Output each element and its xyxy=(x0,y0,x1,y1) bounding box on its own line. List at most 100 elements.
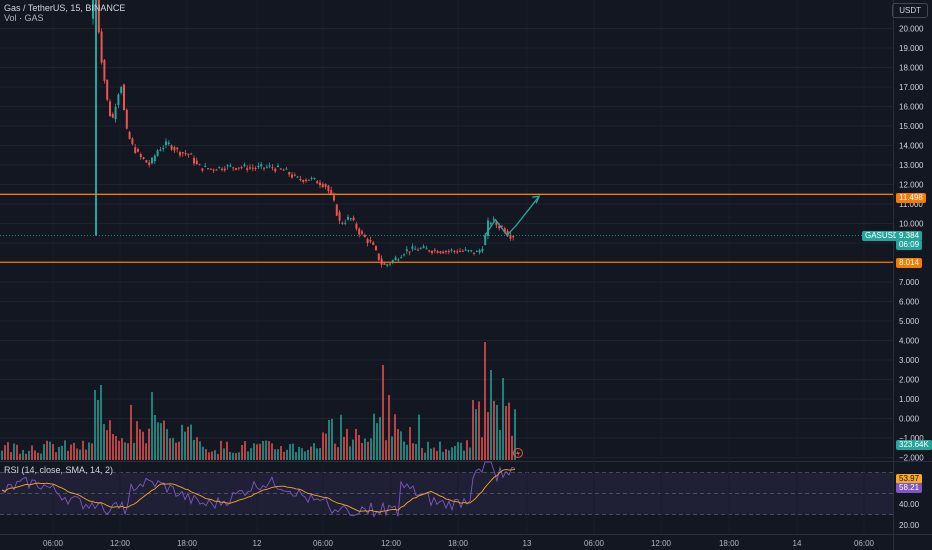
volume-bar xyxy=(220,440,222,460)
candle-body xyxy=(103,59,106,81)
candle-body xyxy=(310,177,313,179)
price-tick-label: 11.000 xyxy=(899,200,923,209)
volume-bar xyxy=(151,392,153,460)
volume-bar xyxy=(46,440,48,460)
volume-bar xyxy=(319,448,321,460)
candle-body xyxy=(277,165,279,167)
candle-body xyxy=(187,153,190,155)
volume-bar xyxy=(49,441,51,460)
candle-body xyxy=(459,250,461,252)
symbol-legend[interactable]: Gas / TetherUS, 15, BINANCE xyxy=(4,3,126,13)
price-tick-label: 19.000 xyxy=(899,44,924,53)
projection-arrowhead xyxy=(532,195,541,204)
projection-path[interactable] xyxy=(483,195,540,238)
candle-body xyxy=(464,249,467,251)
volume-bar xyxy=(121,438,123,460)
candle-body xyxy=(282,169,285,171)
candle-body xyxy=(170,145,173,150)
volume-bar xyxy=(256,444,258,460)
candle-body xyxy=(450,249,453,251)
volume-bar xyxy=(199,441,201,460)
candle-body xyxy=(288,172,291,175)
volume-bar xyxy=(430,448,432,460)
candle-body xyxy=(425,248,428,250)
time-tick-label: 12:00 xyxy=(651,539,672,548)
candle-body xyxy=(117,94,120,105)
volume-bar xyxy=(70,444,72,460)
volume-bar xyxy=(379,417,381,460)
time-tick-label: 13 xyxy=(523,539,532,548)
candle-body xyxy=(383,263,386,265)
candle-body xyxy=(375,246,377,251)
volume-bar xyxy=(94,390,96,460)
volume-bar xyxy=(373,413,375,460)
volume-bar xyxy=(274,449,276,460)
candle-body xyxy=(209,168,212,170)
currency-button[interactable]: USDT xyxy=(892,3,928,18)
resistance-price-badge: 11.498 xyxy=(896,193,926,203)
candle-body xyxy=(223,168,226,171)
candle-body xyxy=(279,168,282,170)
candle-body xyxy=(305,179,307,181)
volume-bar xyxy=(328,420,330,460)
volume-bar xyxy=(454,445,456,460)
price-tick-label: 0.000 xyxy=(899,415,920,424)
candle-body xyxy=(274,168,277,172)
candle-body xyxy=(145,160,148,163)
volume-bar xyxy=(415,443,417,460)
volume-bar xyxy=(241,445,243,460)
candle-body xyxy=(377,253,380,260)
volume-bar xyxy=(238,452,240,460)
volume-bar xyxy=(91,443,93,460)
volume-bar xyxy=(268,440,270,460)
candle-body xyxy=(257,165,260,168)
candle-body xyxy=(268,165,271,167)
volume-bar xyxy=(202,446,204,460)
candle-body xyxy=(97,0,100,33)
volume-bar xyxy=(343,436,345,460)
volume-bar xyxy=(13,443,15,460)
volume-bar xyxy=(364,438,366,460)
volume-bar xyxy=(133,443,135,460)
volume-bar xyxy=(316,448,318,460)
volume-bar xyxy=(178,441,180,460)
candle-body xyxy=(111,114,114,118)
price-tick-label: −1.000 xyxy=(899,434,924,443)
candle-body xyxy=(408,251,411,253)
candle-body xyxy=(442,251,445,254)
rsi-legend[interactable]: RSI (14, close, SMA, 14, 2) xyxy=(4,465,114,475)
candle-body xyxy=(125,109,128,129)
candle-body xyxy=(313,177,316,179)
price-tick-label: 18.000 xyxy=(899,64,924,73)
volume-bar xyxy=(478,401,480,460)
candle-body xyxy=(165,141,167,146)
candle-body xyxy=(461,250,464,252)
volume-bar xyxy=(169,438,171,460)
volume-bar xyxy=(289,444,291,460)
volume-bar xyxy=(502,378,504,460)
candle-body xyxy=(215,169,218,171)
volume-bar xyxy=(16,444,18,460)
volume-bar xyxy=(217,453,219,460)
volume-bar xyxy=(376,423,378,460)
volume-bar xyxy=(355,428,357,460)
candle-body xyxy=(316,181,319,184)
volume-bar xyxy=(403,441,405,460)
candle-body xyxy=(271,167,274,169)
candle-body xyxy=(173,147,176,151)
lightning-icon[interactable] xyxy=(513,448,523,458)
candle-body xyxy=(232,167,235,169)
time-tick-label: 18:00 xyxy=(719,539,740,548)
volume-bar xyxy=(427,441,429,460)
candle-body xyxy=(414,248,417,250)
candle-body xyxy=(394,257,397,261)
candle-body xyxy=(512,235,515,238)
candle-body xyxy=(198,164,201,166)
price-tick-label: 6.000 xyxy=(899,298,920,307)
candle-body xyxy=(293,174,296,176)
volume-bar xyxy=(223,448,225,460)
candle-body xyxy=(207,168,209,170)
candle-body xyxy=(319,182,321,186)
volume-legend[interactable]: Vol · GAS xyxy=(4,13,44,23)
